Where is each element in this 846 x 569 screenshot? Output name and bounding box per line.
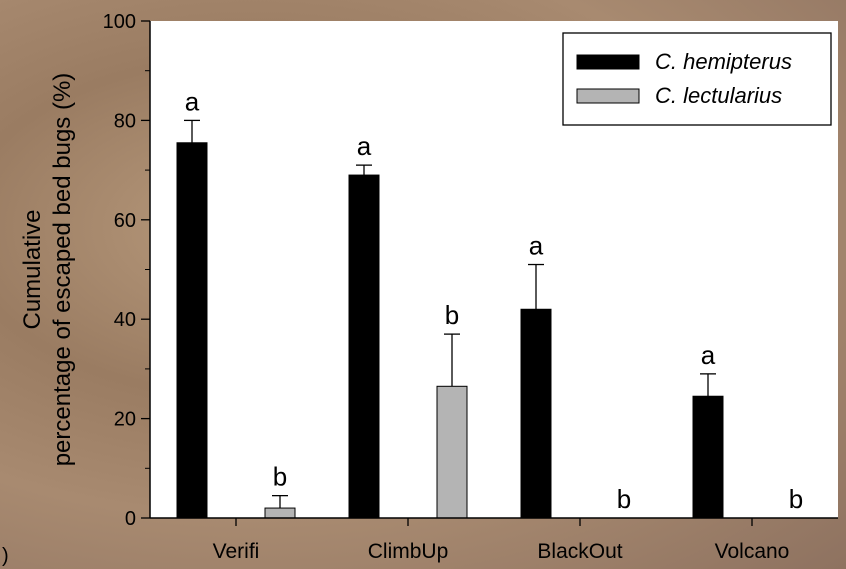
- significance-label-volcano-series2: b: [789, 484, 803, 514]
- y-axis-label-line2: percentage of escaped bed bugs (%): [49, 73, 76, 467]
- significance-label-volcano-series1: a: [701, 340, 716, 370]
- significance-label-blackout-series1: a: [529, 231, 544, 261]
- legend: C. hemipterus C. lectularius: [562, 32, 832, 126]
- legend-label-series1: C. hemipterus: [655, 49, 792, 74]
- legend-swatch-series2: [576, 88, 640, 104]
- bar-volcano-series1: [692, 395, 724, 519]
- significance-label-climbup-series2: b: [445, 300, 459, 330]
- bar-verifi-series2: [264, 507, 296, 519]
- bar-climbup-series2: [436, 385, 468, 519]
- corner-mark: ): [2, 545, 9, 567]
- significance-label-verifi-series2: b: [273, 462, 287, 492]
- legend-swatch-series1: [576, 54, 640, 70]
- x-tick-label-verifi: Verifi: [213, 540, 260, 563]
- y-tick-label-40: 40: [114, 309, 136, 331]
- x-tick-label-volcano: Volcano: [715, 540, 790, 563]
- x-tick-label-climbup: ClimbUp: [368, 540, 449, 563]
- legend-box: [562, 32, 832, 126]
- significance-label-climbup-series1: a: [357, 131, 372, 161]
- significance-label-verifi-series1: a: [185, 86, 200, 116]
- y-tick-label-0: 0: [125, 508, 136, 530]
- bar-verifi-series1: [176, 142, 208, 519]
- legend-label-series2: C. lectularius: [655, 83, 782, 108]
- y-tick-label-60: 60: [114, 210, 136, 232]
- y-tick-label-80: 80: [114, 110, 136, 132]
- y-axis-label-line1: Cumulative: [19, 209, 46, 329]
- bar-climbup-series1: [348, 174, 380, 519]
- y-tick-label-100: 100: [103, 11, 136, 33]
- bar-blackout-series1: [520, 308, 552, 519]
- significance-label-blackout-series2: b: [617, 484, 631, 514]
- y-tick-label-20: 20: [114, 409, 136, 431]
- x-tick-label-blackout: BlackOut: [537, 540, 622, 563]
